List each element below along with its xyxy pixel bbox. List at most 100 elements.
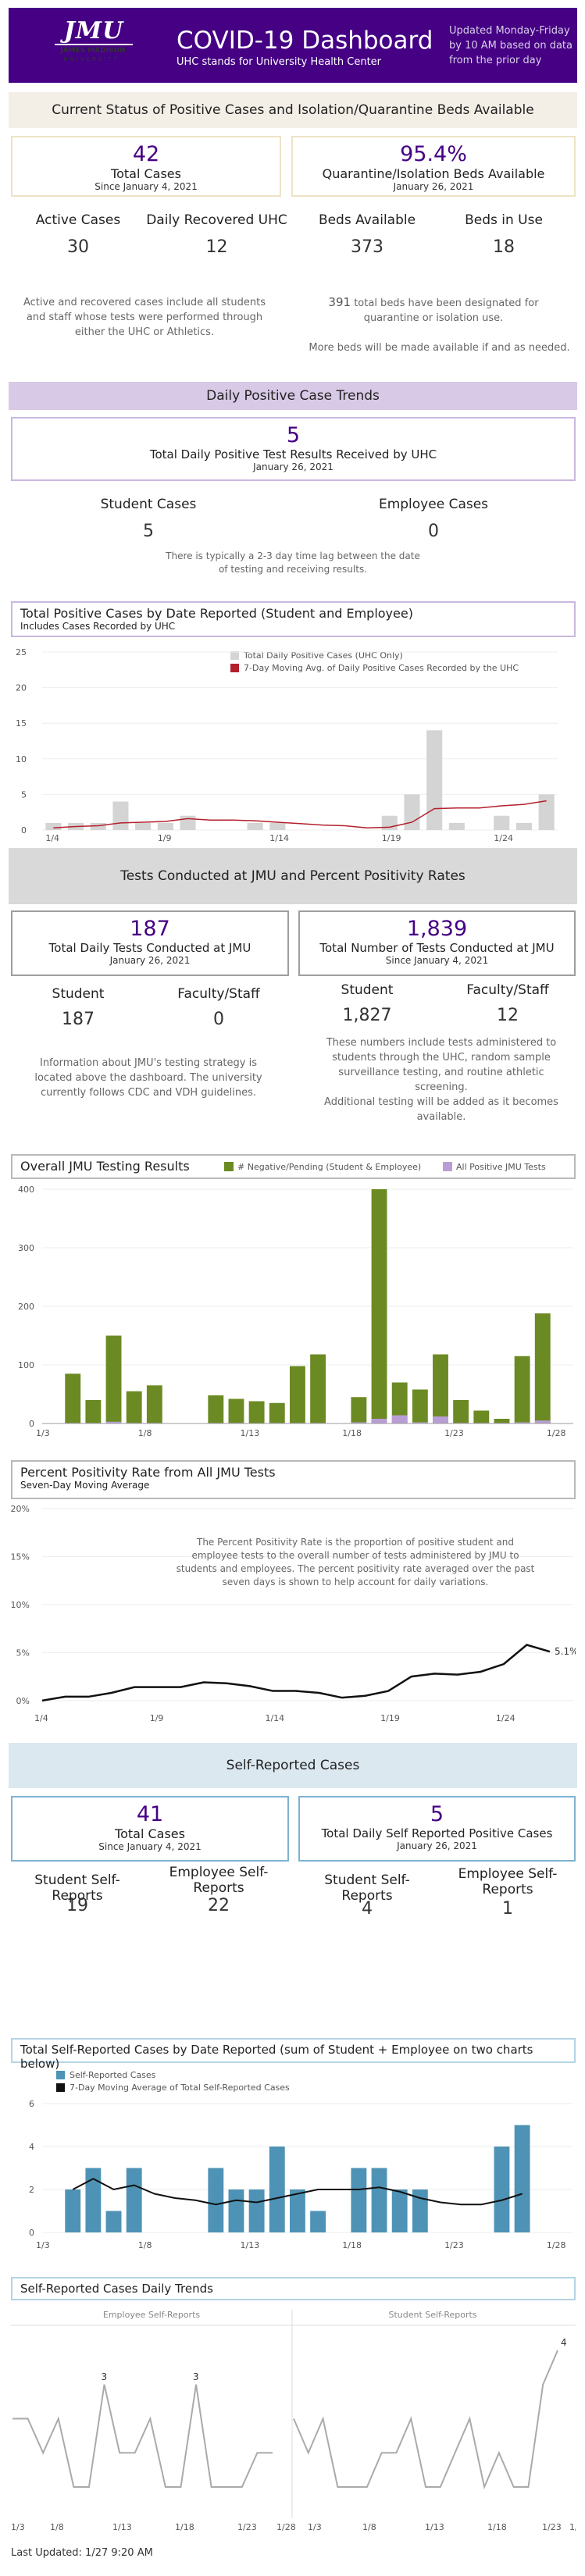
chart5-right-header: Student Self-Reports <box>388 2310 476 2320</box>
chart4-x-tick: 1/8 <box>138 2240 152 2250</box>
tests-faculty-label: Faculty/Staff <box>177 986 260 1002</box>
chart2-bar <box>228 1398 244 1423</box>
chart4-title-box: Total Self-Reported Cases by Date Report… <box>11 2038 576 2071</box>
chart2-y-tick: 0 <box>29 1419 34 1429</box>
chart4-bar <box>65 2189 81 2232</box>
self-student-label: Student Self-Reports <box>34 1872 120 1904</box>
chart5-x-tick: 1/18 <box>175 2522 194 2532</box>
chart3-y-tick: 20% <box>11 1504 30 1514</box>
chart3-y-tick: 10% <box>11 1600 30 1610</box>
total-cases-card: 42 Total Cases Since January 4, 2021 <box>11 136 281 197</box>
daily-positive-value: 5 <box>286 423 301 447</box>
status-band: Current Status of Positive Cases and Iso… <box>9 92 577 128</box>
chart2-bar <box>310 1354 326 1423</box>
chart1-bar <box>90 822 106 830</box>
chart2-y-tick: 400 <box>18 1185 34 1195</box>
chart4-bar <box>371 2168 387 2232</box>
chart1-legend2-swatch <box>230 664 239 672</box>
chart4-bar <box>391 2189 408 2232</box>
chart2-bar <box>208 1395 224 1423</box>
chart2-testing-results: # Negative/Pending (Student & Employee) … <box>18 1162 573 1438</box>
chart4-legend1: Self-Reported Cases <box>70 2070 156 2080</box>
tests-faculty-daily: 0 <box>213 1010 224 1029</box>
chart2-positive-bar <box>433 1416 448 1423</box>
chart3-x-tick: 1/9 <box>150 1713 164 1723</box>
chart2-bar <box>453 1400 469 1423</box>
self-total-label: Total Cases <box>115 1826 185 1841</box>
chart3-title: Percent Positivity Rate from All JMU Tes… <box>20 1465 276 1480</box>
daily-tests-date: January 26, 2021 <box>109 955 191 966</box>
chart1-bar <box>157 822 173 830</box>
chart5-x-tick: 1/13 <box>425 2522 444 2532</box>
chart4-bar <box>269 2147 285 2232</box>
chart2-x-tick: 1/23 <box>444 1428 464 1438</box>
self-daily-value: 5 <box>430 1802 444 1826</box>
tests-faculty-total: 12 <box>497 1006 519 1025</box>
page-subtitle: UHC stands for University Health Center <box>177 56 382 68</box>
chart2-bar <box>433 1354 448 1423</box>
self-total-since: Since January 4, 2021 <box>98 1841 202 1852</box>
self-student-total: 19 <box>66 1896 88 1915</box>
chart5-title-box: Self-Reported Cases Daily Trends <box>11 2277 576 2300</box>
status-note-right2: More beds will be made available if and … <box>309 342 570 354</box>
chart2-bar <box>146 1385 162 1423</box>
chart1-bar <box>515 822 532 830</box>
chart1-bar <box>494 815 510 830</box>
chart2-positive-bar <box>391 1415 408 1423</box>
chart1-x-tick: 1/24 <box>494 833 513 843</box>
jmu-logo[interactable]: JMU JAMES MADISON UNIVERSITY. <box>47 17 139 66</box>
tests-note-right: These numbers include tests administered… <box>326 1037 557 1093</box>
chart2-positive-bar <box>105 1421 122 1423</box>
chart2-bar <box>126 1391 142 1423</box>
student-cases-label: Student Cases <box>100 497 197 512</box>
chart3-positivity-rate: 0% 5% 10% 15% 20% 5.1% 1/4 1/9 1/14 1/19 1/24 <box>11 1504 576 1723</box>
self-student-label-daily: Student Self-Reports <box>324 1872 410 1904</box>
chart4-bar <box>351 2168 367 2232</box>
daily-tests-label: Total Daily Tests Conducted at JMU <box>48 941 251 955</box>
chart2-legend1: # Negative/Pending (Student & Employee) <box>237 1162 421 1172</box>
self-daily-label: Total Daily Self Reported Positive Cases <box>321 1826 553 1840</box>
chart1-y-tick: 15 <box>16 718 27 729</box>
chart1-bar <box>45 822 62 830</box>
chart5-employee-peak-label: 3 <box>102 2371 108 2382</box>
chart2-title-box: Overall JMU Testing Results <box>11 1154 576 1179</box>
chart4-bar <box>248 2189 265 2232</box>
self-daily-date: January 26, 2021 <box>397 1840 477 1851</box>
chart1-bar <box>112 801 129 830</box>
tests-note-right2: Additional testing will be added as it b… <box>324 1096 558 1123</box>
active-cases-value: 30 <box>67 237 89 257</box>
total-tests-card: 1,839 Total Number of Tests Conducted at… <box>298 910 576 976</box>
chart5-x-tick: 1/13 <box>112 2522 132 2532</box>
chart5-x-tick: 1/3 <box>11 2522 25 2532</box>
chart5-x-tick: 1/23 <box>542 2522 562 2532</box>
chart1-y-tick: 25 <box>16 647 27 657</box>
chart2-positive-bar <box>371 1419 387 1423</box>
chart4-legend2-swatch <box>56 2083 65 2092</box>
recovered-value: 12 <box>205 237 228 257</box>
student-cases-value: 5 <box>143 522 154 541</box>
chart4-x-tick: 1/13 <box>241 2240 260 2250</box>
chart2-bar <box>269 1402 285 1423</box>
self-employee-label: Employee Self-Reports <box>169 1865 269 1896</box>
chart3-subtitle: Seven-Day Moving Average <box>20 1480 150 1491</box>
chart3-x-tick: 1/4 <box>34 1713 48 1723</box>
chart5-left-header: Employee Self-Reports <box>103 2310 200 2320</box>
daily-lag-note: There is typically a 2-3 day time lag be… <box>166 550 420 575</box>
chart3-title-box: Percent Positivity Rate from All JMU Tes… <box>11 1460 576 1499</box>
beds-total: 391 <box>328 295 351 309</box>
chart4-bar <box>412 2189 428 2232</box>
tests-student-label-total: Student <box>341 982 394 998</box>
chart1-bar <box>404 794 420 830</box>
chart2-x-tick: 1/13 <box>241 1428 260 1438</box>
logo-university: UNIVERSITY. <box>63 56 123 62</box>
status-note-left: Active and recovered cases include all s… <box>23 297 266 338</box>
chart5-x-tick: 1/3 <box>308 2522 322 2532</box>
chart4-bar <box>310 2211 326 2232</box>
total-cases-value: 42 <box>132 142 160 166</box>
chart2-bar <box>351 1397 367 1423</box>
chart2-bar <box>65 1374 81 1423</box>
chart5-daily-trends: Employee Self-Reports Student Self-Repor… <box>11 2310 576 2532</box>
chart1-bar <box>426 730 443 830</box>
chart4-x-tick: 1/3 <box>36 2240 50 2250</box>
logo-name: JAMES MADISON <box>60 47 126 55</box>
